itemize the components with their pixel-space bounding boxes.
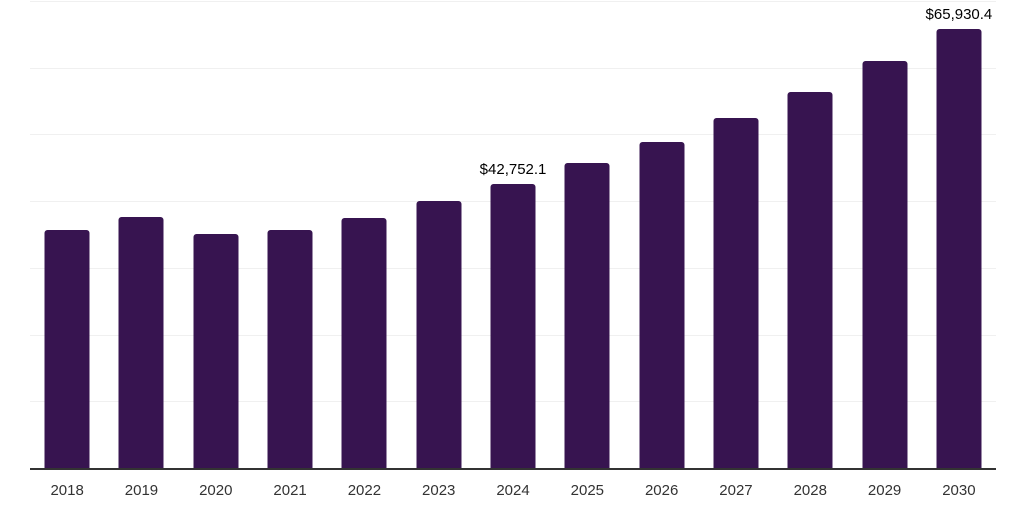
bar-2025 xyxy=(564,163,610,469)
bars: $42,752.1 $65,930.4 xyxy=(30,2,996,469)
bar-column-2023 xyxy=(402,2,476,469)
bar-2021 xyxy=(267,230,313,469)
bar-column-2021 xyxy=(253,2,327,469)
bar-2026 xyxy=(639,142,685,469)
x-tick-label-2028: 2028 xyxy=(793,482,827,499)
x-tick-label-2030: 2030 xyxy=(942,482,976,499)
bar-2018 xyxy=(44,229,90,469)
x-tick-label-2020: 2020 xyxy=(199,482,233,499)
x-tick-label-2021: 2021 xyxy=(273,482,307,499)
bar-2030 xyxy=(936,29,982,469)
bar-2020 xyxy=(193,234,239,469)
x-tick-label-2027: 2027 xyxy=(719,482,753,499)
bar-column-2030: $65,930.4 xyxy=(922,2,996,469)
bar-2022 xyxy=(341,217,387,469)
bar-2028 xyxy=(787,92,833,469)
gridline-70000 xyxy=(30,1,996,2)
x-tick-label-2022: 2022 xyxy=(347,482,382,499)
bar-2029 xyxy=(862,61,908,469)
bar-value-label-2024: $42,752.1 xyxy=(479,160,547,178)
x-tick-label-2029: 2029 xyxy=(867,482,902,499)
bar-column-2020 xyxy=(179,2,253,469)
bar-column-2028 xyxy=(773,2,847,469)
plot-area: $42,752.1 $65,930.4 xyxy=(30,1,996,469)
x-tick-label-2023: 2023 xyxy=(422,482,456,499)
x-tick-label-2026: 2026 xyxy=(644,482,679,499)
bar-column-2027 xyxy=(699,2,773,469)
x-tick-label-2024: 2024 xyxy=(496,482,530,499)
gridline-60000 xyxy=(30,67,996,69)
bar-2027 xyxy=(713,118,759,469)
gridline-50000 xyxy=(30,134,996,136)
bar-column-2019 xyxy=(104,2,178,469)
x-tick-label-2019: 2019 xyxy=(124,482,159,499)
x-tick-label-2018: 2018 xyxy=(50,482,84,499)
bar-2019 xyxy=(118,216,164,469)
bar-column-2018 xyxy=(30,2,104,469)
bar-value-label-2030: $65,930.4 xyxy=(925,6,993,24)
bar-column-2029 xyxy=(847,2,921,469)
x-axis-tick-labels: 2018 2019 2020 2021 2022 2023 2024 2025 2026 2027… xyxy=(30,482,996,499)
x-axis-line xyxy=(30,468,996,470)
bar-column-2025 xyxy=(550,2,624,469)
x-tick-label-2025: 2025 xyxy=(570,482,605,499)
bar-column-2026 xyxy=(625,2,699,469)
bar-column-2022 xyxy=(327,2,401,469)
bar-column-2024: $42,752.1 xyxy=(476,2,550,469)
bar-2024 xyxy=(490,183,536,469)
bar-2023 xyxy=(416,201,462,469)
